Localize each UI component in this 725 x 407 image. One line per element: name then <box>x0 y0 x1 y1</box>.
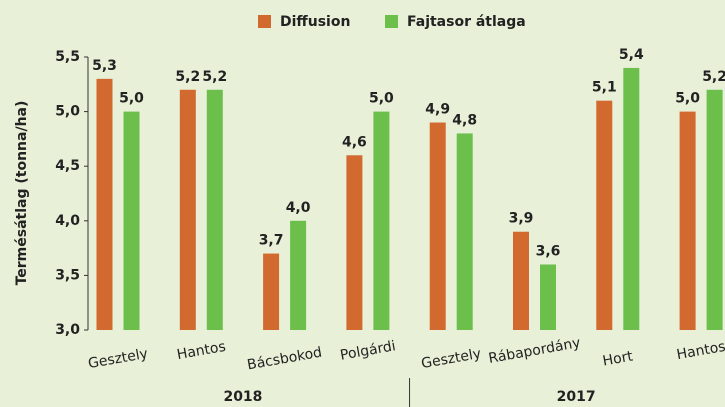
group-label: 2017 <box>557 389 596 405</box>
bar <box>623 67 640 331</box>
x-tick-label: Hort <box>601 348 634 369</box>
data-label: 5,2 <box>702 69 725 85</box>
bar <box>346 155 363 330</box>
legend-swatch <box>258 15 271 28</box>
data-label: 5,3 <box>92 58 117 74</box>
bar <box>96 78 113 330</box>
data-label: 5,1 <box>592 80 617 96</box>
data-label: 3,9 <box>509 211 534 227</box>
bar <box>456 133 473 330</box>
y-axis-title: Termésátlag (tonna/ha) <box>14 101 30 286</box>
bar <box>263 253 280 330</box>
legend-swatch <box>385 15 398 28</box>
bar <box>123 111 140 330</box>
data-label: 3,6 <box>536 243 561 259</box>
bar <box>290 220 307 330</box>
data-label: 5,2 <box>175 69 200 85</box>
y-tick-label: 4,5 <box>55 158 80 174</box>
data-label: 4,0 <box>286 200 311 216</box>
legend-label: Fajtasor átlaga <box>407 14 526 30</box>
bar <box>179 89 196 330</box>
data-label: 3,7 <box>259 233 284 249</box>
data-label: 5,2 <box>202 69 227 85</box>
y-tick-label: 5,0 <box>55 104 80 120</box>
bar <box>206 89 223 330</box>
data-label: 5,0 <box>675 91 700 107</box>
legend-label: Diffusion <box>280 14 350 30</box>
bar <box>706 89 723 330</box>
data-label: 5,0 <box>119 91 144 107</box>
bar <box>596 100 613 331</box>
bar <box>513 231 529 330</box>
bar <box>679 111 696 330</box>
data-label: 5,0 <box>369 91 394 107</box>
y-tick-label: 5,5 <box>55 49 80 65</box>
data-label: 5,4 <box>619 47 644 63</box>
data-label: 4,8 <box>452 112 477 128</box>
data-label: 4,9 <box>425 102 450 118</box>
y-tick-label: 3,5 <box>55 267 80 283</box>
group-label: 2018 <box>223 389 262 405</box>
bar <box>429 122 446 331</box>
bar <box>373 111 390 330</box>
bar <box>540 264 556 330</box>
y-tick-label: 3,0 <box>55 322 80 338</box>
data-label: 4,6 <box>342 134 367 150</box>
y-tick-label: 4,0 <box>55 213 80 229</box>
